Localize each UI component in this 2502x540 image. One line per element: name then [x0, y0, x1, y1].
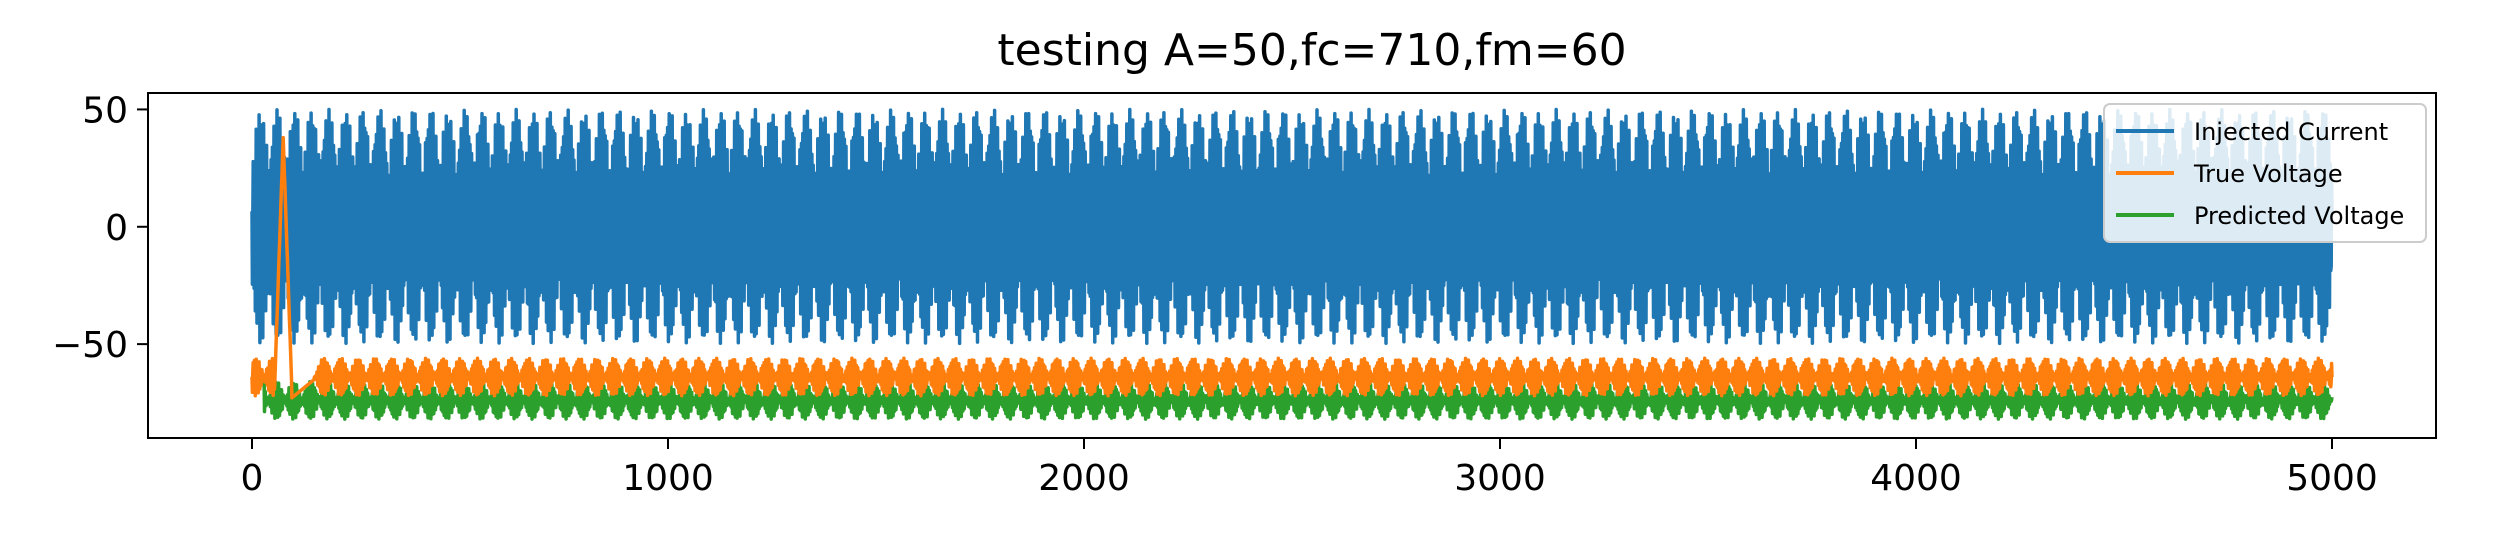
x-tick-label: 2000: [1038, 458, 1130, 499]
legend-box: [2103, 103, 2427, 243]
x-tick-label: 0: [241, 458, 264, 499]
series-line-injected-current: [250, 107, 2334, 346]
chart-title: testing A=50,fc=710,fm=60: [997, 25, 1626, 76]
legend-label: Predicted Voltage: [2194, 202, 2404, 230]
x-tick-label: 5000: [2286, 458, 2378, 499]
y-tick-label: 0: [105, 208, 128, 249]
legend-label: Injected Current: [2194, 118, 2388, 146]
x-tick-label: 1000: [622, 458, 714, 499]
x-tick-label: 4000: [1870, 458, 1962, 499]
axes-frame: [147, 92, 2437, 439]
axes: 0 1000 2000 3000 4000 5000 −50 0 50: [52, 90, 2437, 499]
legend: Injected Current True Voltage Predicted Vo…: [2103, 103, 2427, 243]
y-tick-label: 50: [82, 90, 128, 131]
legend-label: True Voltage: [2193, 160, 2343, 188]
series-line-predicted-voltage: [250, 373, 2334, 421]
y-tick-label: −50: [52, 325, 128, 366]
series-line-true-voltage: [250, 135, 2334, 400]
x-tick-label: 3000: [1454, 458, 1546, 499]
plot-area: [250, 107, 2334, 421]
